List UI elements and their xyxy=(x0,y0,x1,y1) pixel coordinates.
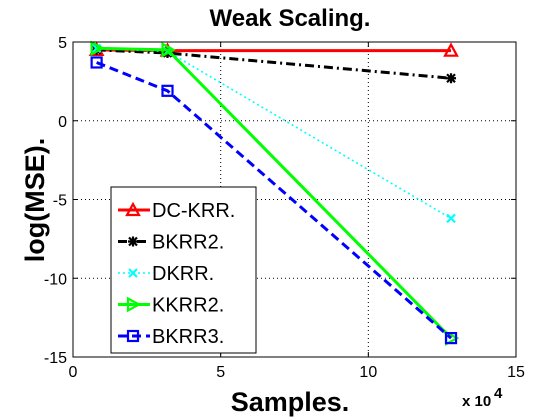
x-tick-label: 15 xyxy=(507,364,525,381)
plot-series xyxy=(88,40,460,346)
y-axis-label: log(MSE). xyxy=(20,138,50,262)
y-tick-label: -15 xyxy=(44,350,67,367)
x-tick-label: 0 xyxy=(69,364,78,381)
y-tick-label: 0 xyxy=(58,114,67,131)
data-point-marker xyxy=(446,213,456,224)
data-point-marker xyxy=(446,73,457,84)
x-axis-label: Samples. xyxy=(231,387,350,417)
series-line xyxy=(96,46,453,340)
series-kkrr2 xyxy=(90,40,460,346)
x-tick-label: 10 xyxy=(359,364,377,381)
axes: 0 5 10 15 5 0 -5 -10 -15 xyxy=(44,35,525,381)
series-bkrr3 xyxy=(90,56,458,345)
data-point-marker xyxy=(443,42,459,57)
data-point-marker xyxy=(91,44,102,55)
legend-item: DKRR. xyxy=(118,263,214,285)
legend-label: BKRR2. xyxy=(152,232,224,254)
x-axis-multiplier-exponent: 4 xyxy=(494,385,503,402)
chart-title: Weak Scaling. xyxy=(210,5,371,32)
legend-item: BKRR3. xyxy=(118,326,224,348)
legend-label: KKRR2. xyxy=(152,295,224,317)
data-point-marker xyxy=(90,40,105,57)
legend-item: BKRR2. xyxy=(118,232,224,254)
legend-marker xyxy=(128,268,138,278)
legend-marker xyxy=(126,296,142,313)
legend-marker xyxy=(125,201,141,217)
data-point-marker xyxy=(161,84,174,97)
legend-item: KKRR2. xyxy=(118,295,224,317)
data-point-marker xyxy=(444,332,458,345)
data-point-marker xyxy=(90,56,103,69)
legend-label: DKRR. xyxy=(152,263,214,285)
legend-label: DC-KRR. xyxy=(152,200,235,222)
legend-item: DC-KRR. xyxy=(118,200,235,222)
x-tick-label: 5 xyxy=(216,364,225,381)
x-axis-multiplier: x 10 xyxy=(462,393,491,410)
legend: DC-KRR. BKRR2. DKRR. KKRR2. BKRR3. xyxy=(110,186,257,354)
legend-marker xyxy=(128,236,138,247)
grid xyxy=(73,42,516,357)
legend-marker xyxy=(126,329,140,343)
legend-label: BKRR3. xyxy=(152,326,224,348)
y-tick-label: 5 xyxy=(58,35,67,52)
data-point-marker xyxy=(161,42,176,58)
y-tick-label: -10 xyxy=(44,271,67,288)
series-line xyxy=(96,61,453,340)
y-tick-label: -5 xyxy=(53,193,67,210)
